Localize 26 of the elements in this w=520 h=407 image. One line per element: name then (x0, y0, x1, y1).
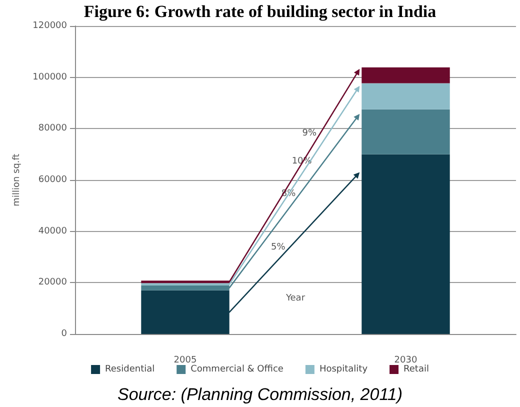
annotation: 9% (302, 128, 317, 138)
bar (362, 154, 450, 334)
legend-label: Hospitality (319, 364, 368, 374)
bar (141, 285, 230, 290)
bar (141, 280, 230, 284)
x-tick-label: 2030 (394, 356, 418, 366)
chart-title: Figure 6: Growth rate of building sector in India (84, 2, 437, 21)
legend-label: Commercial & Office (190, 364, 284, 374)
y-tick-label: 60000 (38, 175, 68, 185)
y-tick-label: 100000 (32, 72, 68, 82)
bar (141, 290, 230, 334)
x-axis-title: Year (284, 294, 306, 304)
legend-label: Residential (105, 364, 155, 374)
y-tick-label: 40000 (38, 226, 68, 236)
y-tick-label: 120000 (32, 21, 68, 31)
bar (362, 109, 450, 154)
y-axis-title: million sq.ft (12, 153, 22, 206)
y-tick-label: 20000 (38, 278, 68, 288)
bar (362, 83, 450, 110)
y-tick-label: 0 (61, 329, 68, 339)
annotation: 5% (270, 242, 286, 253)
bar (362, 67, 450, 84)
x-tick-label: 2005 (174, 356, 197, 366)
legend-label: Retail (404, 364, 429, 374)
y-tick-label: 80000 (38, 124, 68, 134)
source-note: Source: (Planning Commission, 2011) (117, 385, 403, 404)
